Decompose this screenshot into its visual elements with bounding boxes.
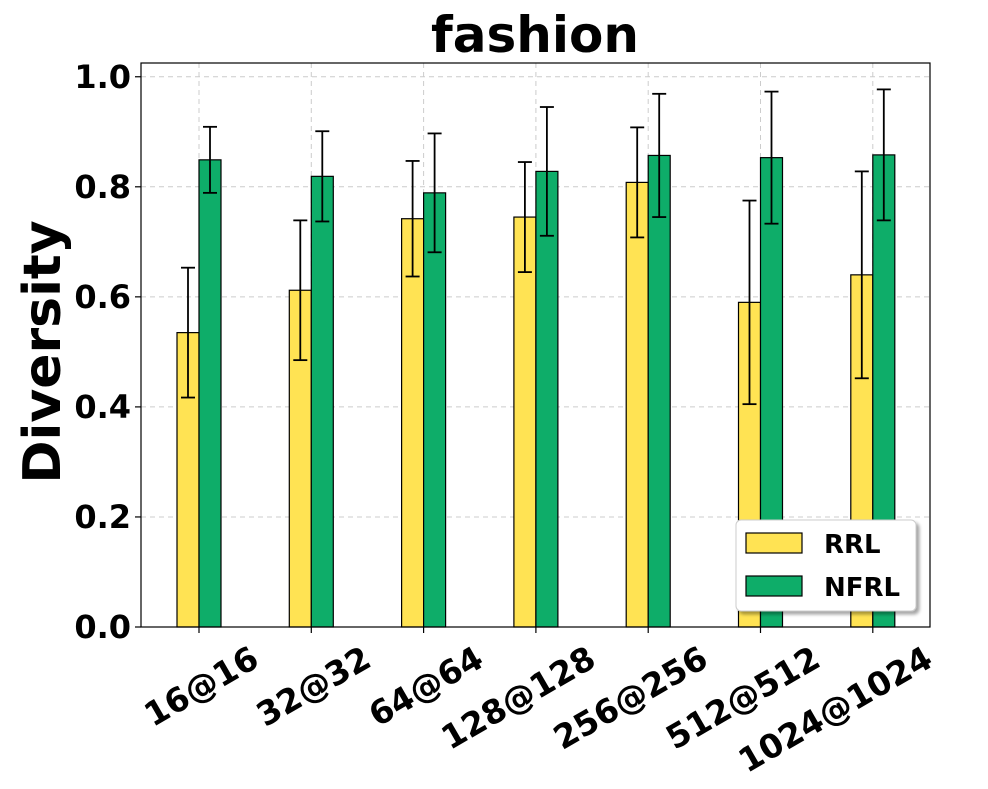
chart-title: fashion — [431, 6, 639, 64]
y-tick-label: 0.4 — [74, 388, 131, 426]
y-axis-label: Diversity — [13, 220, 73, 483]
y-ticks: 0.0 0.2 0.4 0.6 0.8 1.0 — [74, 58, 141, 646]
bar-rrl-128@128 — [513, 216, 537, 628]
x-tick-label: 32@32 — [250, 638, 378, 734]
y-tick-label: 0.6 — [74, 278, 131, 316]
bar-nfrl-16@16 — [198, 159, 222, 628]
y-tick-label: 0.8 — [74, 168, 131, 206]
y-tick-label: 0.2 — [74, 498, 131, 536]
x-ticks: 16@1632@3264@64128@128256@256512@5121024… — [137, 627, 939, 780]
x-tick-label: 16@16 — [137, 638, 265, 734]
bars — [176, 154, 896, 628]
bar-nfrl-64@64 — [423, 192, 447, 628]
error-bars — [181, 88, 891, 406]
legend-label-rrl: RRL — [824, 530, 881, 560]
legend-swatch-rrl — [745, 532, 803, 554]
bar-nfrl-128@128 — [535, 170, 559, 628]
bar-rrl-256@256 — [625, 181, 649, 628]
legend-swatch-nfrl — [745, 575, 803, 597]
y-tick-label: 1.0 — [74, 58, 131, 96]
bar-nfrl-32@32 — [310, 175, 334, 628]
bar-rrl-64@64 — [401, 218, 425, 628]
y-tick-label: 0.0 — [74, 608, 131, 646]
legend: RRL NFRL — [735, 519, 917, 612]
bar-nfrl-256@256 — [647, 154, 671, 628]
x-tick-label: 1024@1024 — [732, 638, 939, 780]
legend-label-nfrl: NFRL — [824, 573, 900, 603]
